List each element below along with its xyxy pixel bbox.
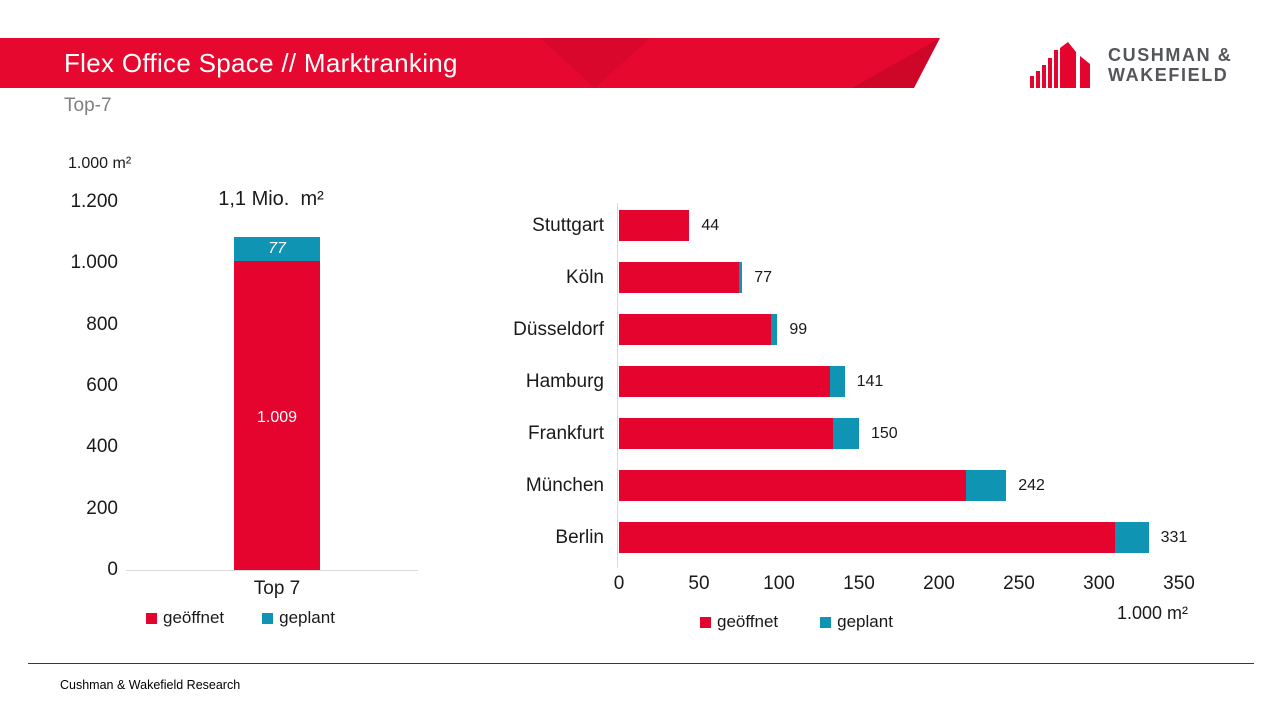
top7-column-chart: 1.000 m² 1,1 Mio. m² 0 200 400 600 800 1.000 1… — [60, 150, 460, 650]
geoeffnet-bar — [619, 210, 690, 241]
geplant-bar — [771, 314, 778, 345]
x-tick-label: 100 — [763, 573, 795, 594]
y-tick-label: 800 — [86, 313, 118, 335]
geoeffnet-bar — [619, 262, 739, 293]
bar-value-label: 99 — [789, 321, 808, 338]
city-label: Köln — [565, 267, 604, 288]
x-tick-label: 250 — [1003, 573, 1035, 594]
banner-fold-decoration — [852, 38, 940, 88]
bar-value-label: 242 — [1018, 477, 1045, 494]
stacked-column: 77 1.009 — [234, 150, 320, 570]
bar-row: Stuttgart 44 — [500, 210, 1280, 241]
bar-row: Frankfurt 150 — [500, 418, 1280, 449]
cushman-wakefield-logo: CUSHMAN & WAKEFIELD — [1030, 40, 1232, 90]
legend-item-geoeffnet: geöffnet — [146, 608, 224, 628]
geoeffnet-value-label: 1.009 — [256, 408, 298, 426]
city-label: Berlin — [555, 527, 604, 548]
y-tick-label: 1.200 — [70, 191, 118, 212]
footer-divider — [28, 663, 1254, 664]
geplant-bar — [830, 366, 845, 397]
legend-item-geplant: geplant — [262, 608, 335, 628]
bar-row: Düsseldorf 99 — [500, 314, 1280, 345]
y-tick-label: 600 — [86, 375, 118, 396]
geplant-bar — [966, 470, 1007, 501]
city-label: Düsseldorf — [513, 319, 604, 340]
city-label: Stuttgart — [532, 215, 604, 236]
geplant-swatch-icon — [820, 616, 832, 628]
legend-label-geplant: geplant — [837, 612, 893, 631]
logo-text-line2: WAKEFIELD — [1108, 65, 1229, 85]
geoeffnet-bar — [619, 314, 771, 345]
y-tick-label: 0 — [107, 559, 118, 580]
bar-value-label: 141 — [856, 373, 884, 390]
geplant-segment: 77 — [234, 236, 320, 261]
bar-row: Hamburg 141 — [500, 366, 1280, 397]
y-tick-label: 1.000 — [70, 252, 118, 274]
geoeffnet-segment: 1.009 — [234, 260, 320, 570]
page-title: Flex Office Space // Marktranking — [64, 48, 458, 78]
geoeffnet-bar — [619, 522, 1115, 553]
geplant-bar — [739, 262, 743, 293]
x-axis-line — [126, 570, 418, 571]
city-label: Frankfurt — [527, 423, 604, 444]
x-tick-label: 50 — [688, 573, 710, 594]
geplant-value-label: 77 — [268, 239, 286, 257]
page-subtitle: Top-7 — [64, 95, 112, 116]
logo-wordmark: CUSHMAN & WAKEFIELD — [1108, 45, 1232, 85]
y-tick-label: 400 — [86, 436, 118, 458]
geoeffnet-bar — [619, 418, 834, 449]
bar-row: Berlin 331 — [500, 522, 1280, 553]
legend-label-geoeffnet: geöffnet — [163, 608, 225, 627]
city-label: Hamburg — [525, 371, 604, 392]
category-label: Top 7 — [253, 578, 301, 599]
x-tick-label: 200 — [923, 573, 955, 594]
logo-text-line1: CUSHMAN & — [1108, 45, 1233, 65]
city-ranking-chart: Stuttgart 44 Köln 77 Düsseldorf 99 Hamburg 141 F… — [500, 195, 1280, 655]
bar-value-label: 77 — [754, 269, 772, 286]
city-label: München — [525, 475, 604, 496]
geoeffnet-swatch-icon — [146, 612, 157, 624]
logo-building-icon — [1030, 42, 1090, 88]
footer-source: Cushman & Wakefield Research — [60, 678, 241, 692]
y-axis-line — [617, 203, 618, 568]
geplant-bar — [833, 418, 859, 449]
total-annotation: 1,1 Mio. m² — [218, 188, 324, 210]
left-chart-legend: geöffnet geplant — [146, 608, 335, 628]
geoeffnet-bar — [619, 470, 967, 501]
bar-row: Köln 77 — [500, 262, 1280, 293]
geoeffnet-bar — [619, 366, 831, 397]
title-banner: Flex Office Space // Marktranking — [0, 38, 940, 88]
y-axis-unit-label: 1.000 m² — [68, 155, 132, 172]
bar-row: München 242 — [500, 470, 1280, 501]
x-axis-unit-label: 1.000 m² — [1117, 603, 1189, 623]
x-tick-label: 0 — [613, 573, 625, 594]
geplant-swatch-icon — [262, 612, 274, 624]
x-tick-label: 150 — [843, 573, 875, 594]
bar-value-label: 44 — [701, 217, 720, 234]
legend-item-geoeffnet: geöffnet — [700, 612, 778, 632]
geoeffnet-swatch-icon — [700, 616, 711, 628]
geplant-bar — [1115, 522, 1149, 553]
bar-value-label: 331 — [1160, 529, 1188, 546]
bar-value-label: 150 — [871, 425, 898, 442]
legend-item-geplant: geplant — [820, 612, 893, 632]
legend-label-geplant: geplant — [279, 608, 335, 627]
y-tick-label: 200 — [86, 497, 118, 519]
right-chart-legend: geöffnet geplant — [700, 612, 893, 632]
x-tick-label: 300 — [1083, 573, 1115, 594]
x-tick-label: 350 — [1163, 573, 1195, 594]
banner-fold-decoration — [540, 38, 650, 88]
legend-label-geoeffnet: geöffnet — [717, 612, 779, 631]
